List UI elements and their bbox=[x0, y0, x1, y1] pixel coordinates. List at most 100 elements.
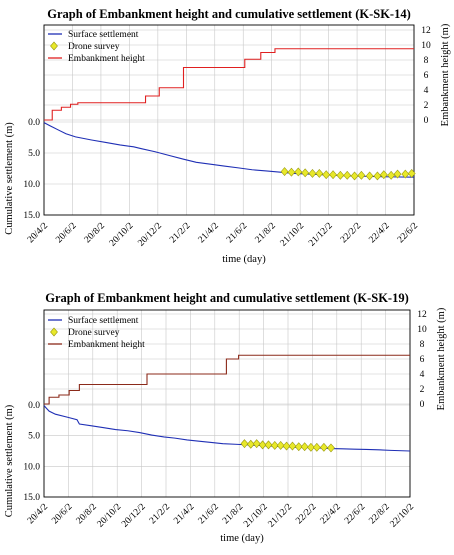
legend-label: Embankment height bbox=[68, 54, 145, 64]
chart-1: Graph of Embankment height and cumulativ… bbox=[4, 7, 451, 265]
x-tick-label: 21/6/2 bbox=[225, 221, 249, 245]
drone-survey-point bbox=[294, 167, 303, 177]
drone-survey-point bbox=[240, 439, 249, 449]
surface-settlement-line bbox=[43, 405, 411, 452]
chart-title: Graph of Embankment height and cumulativ… bbox=[47, 7, 411, 21]
x-tick-label: 22/6/2 bbox=[343, 502, 367, 526]
x-tick-label: 21/6/2 bbox=[197, 502, 221, 526]
drone-survey-point bbox=[282, 441, 291, 451]
drone-survey-point bbox=[393, 169, 402, 179]
y-left-tick-label: 5.0 bbox=[28, 432, 40, 442]
drone-survey-point bbox=[329, 170, 337, 180]
chart-2: Graph of Embankment height and cumulativ… bbox=[4, 291, 447, 544]
embankment-height-line bbox=[44, 48, 414, 121]
y-left-tick-label: 0.0 bbox=[28, 401, 40, 411]
drone-survey-point bbox=[320, 442, 328, 452]
y-right-tick-label: 12 bbox=[417, 310, 427, 320]
x-tick-label: 21/2/2 bbox=[168, 221, 192, 245]
drone-survey-point bbox=[379, 170, 388, 180]
drone-survey-point bbox=[327, 443, 335, 453]
x-tick-label: 21/12/2 bbox=[267, 502, 295, 530]
drone-survey-point bbox=[252, 439, 261, 449]
drone-survey-point bbox=[270, 441, 279, 450]
x-tick-label: 21/4/2 bbox=[197, 221, 221, 245]
drone-survey-point bbox=[373, 171, 382, 181]
drone-survey-point bbox=[288, 441, 297, 451]
y-right-tick-label: 4 bbox=[424, 86, 429, 96]
y-left-axis-label: Cumulative settlement (m) bbox=[4, 404, 15, 517]
drone-survey-point bbox=[387, 170, 396, 180]
drone-survey-point bbox=[315, 169, 324, 178]
drone-survey-point bbox=[336, 170, 345, 180]
y-right-tick-label: 0 bbox=[424, 116, 429, 126]
x-tick-label: 21/8/2 bbox=[254, 221, 278, 245]
y-right-tick-label: 2 bbox=[424, 101, 429, 111]
y-left-tick-label: 10.0 bbox=[23, 180, 40, 190]
x-tick-label: 21/10/2 bbox=[242, 502, 270, 530]
x-tick-label: 20/10/2 bbox=[96, 502, 124, 530]
y-left-tick-label: 0.0 bbox=[28, 118, 40, 128]
x-tick-label: 21/4/2 bbox=[172, 502, 196, 526]
drone-survey-point bbox=[350, 171, 359, 181]
x-tick-label: 21/12/2 bbox=[307, 221, 335, 249]
legend-label: Embankment height bbox=[68, 340, 145, 350]
x-tick-label: 20/6/2 bbox=[54, 221, 78, 245]
legend-label: Surface settlement bbox=[68, 29, 139, 40]
x-tick-label: 22/10/2 bbox=[389, 502, 417, 530]
y-left-tick-label: 5.0 bbox=[28, 149, 40, 159]
x-tick-label: 21/2/2 bbox=[148, 502, 172, 526]
y-right-tick-label: 6 bbox=[420, 355, 425, 365]
drone-survey-point bbox=[301, 168, 310, 178]
embankment-height-line bbox=[44, 354, 410, 405]
drone-survey-point bbox=[264, 440, 273, 450]
drone-survey-point bbox=[401, 169, 410, 179]
x-axis-label: time (day) bbox=[220, 533, 264, 544]
legend-label: Drone survey bbox=[68, 328, 120, 338]
drone-survey-point bbox=[312, 442, 321, 452]
x-tick-label: 22/4/2 bbox=[367, 221, 391, 245]
x-tick-label: 22/2/2 bbox=[339, 221, 363, 245]
drone-survey-point bbox=[276, 441, 285, 450]
x-tick-label: 20/6/2 bbox=[50, 502, 74, 526]
drone-survey-point bbox=[407, 169, 416, 178]
drone-survey-point bbox=[300, 442, 309, 452]
y-right-tick-label: 4 bbox=[420, 370, 425, 380]
x-tick-label: 21/10/2 bbox=[279, 221, 307, 249]
x-tick-label: 22/4/2 bbox=[319, 502, 343, 526]
legend-label: Drone survey bbox=[68, 42, 120, 52]
x-axis-label: time (day) bbox=[222, 254, 266, 265]
y-right-tick-label: 10 bbox=[421, 41, 431, 51]
drone-survey-point bbox=[294, 442, 303, 452]
drone-survey-point bbox=[258, 440, 267, 450]
legend-marker-diamond bbox=[50, 41, 58, 51]
y-right-tick-label: 10 bbox=[417, 325, 427, 335]
y-right-tick-label: 8 bbox=[420, 340, 425, 350]
drone-survey-point bbox=[246, 439, 255, 449]
y-right-tick-label: 8 bbox=[424, 56, 429, 66]
drone-survey-point bbox=[307, 442, 315, 452]
drone-survey-point bbox=[280, 167, 289, 177]
y-right-tick-label: 6 bbox=[424, 71, 429, 81]
drone-survey-point bbox=[322, 170, 331, 180]
x-tick-label: 20/12/2 bbox=[136, 221, 164, 249]
legend-label: Surface settlement bbox=[68, 315, 139, 326]
plot-frame bbox=[43, 309, 411, 498]
x-tick-label: 22/6/2 bbox=[396, 221, 420, 245]
drone-survey-point bbox=[308, 169, 317, 178]
y-left-tick-label: 10.0 bbox=[23, 462, 40, 472]
y-right-tick-label: 2 bbox=[420, 385, 425, 395]
y-right-axis-label: Embankment height (m) bbox=[436, 307, 447, 410]
legend-marker-diamond bbox=[50, 327, 58, 337]
y-right-tick-label: 0 bbox=[420, 400, 425, 410]
y-left-tick-label: 15.0 bbox=[23, 211, 40, 221]
chart-title: Graph of Embankment height and cumulativ… bbox=[45, 291, 409, 305]
y-right-axis-label: Embankment height (m) bbox=[440, 23, 451, 126]
x-tick-label: 20/8/2 bbox=[83, 221, 107, 245]
drone-survey-point bbox=[343, 170, 352, 180]
drone-survey-point bbox=[357, 170, 366, 180]
x-tick-label: 20/4/2 bbox=[26, 221, 50, 245]
x-tick-label: 22/2/2 bbox=[294, 502, 318, 526]
drone-survey-point bbox=[365, 171, 374, 181]
